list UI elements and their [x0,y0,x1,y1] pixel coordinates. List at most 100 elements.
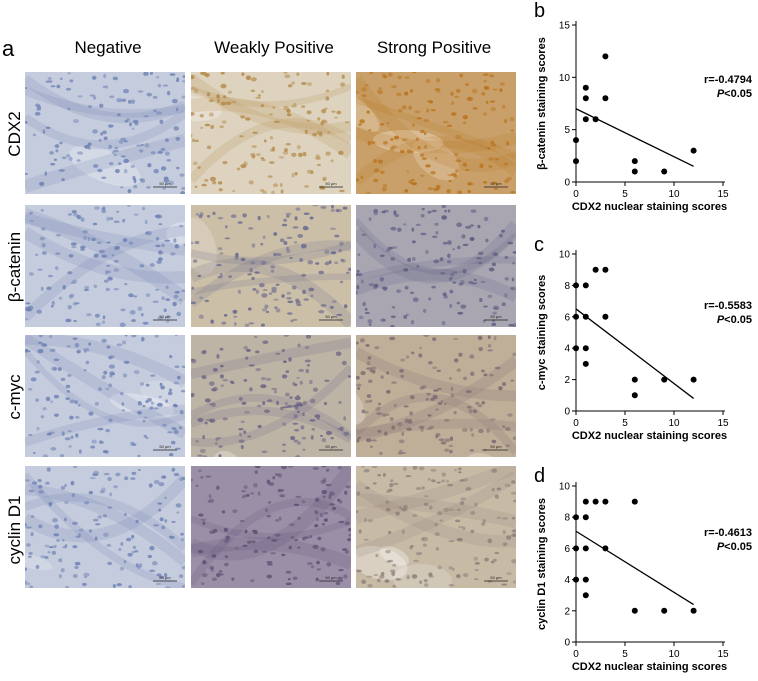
data-point [583,116,589,122]
y-axis-title: β-catenin staining scores [536,37,548,170]
x-tick-label: 5 [622,418,628,429]
scale-bar-label: 50 μm [325,575,337,580]
panel-letter-a: a [2,36,14,62]
data-point [583,282,589,288]
y-tick-label: 6 [564,312,570,323]
micrograph-c-myc-negative: 50 μm [25,335,185,457]
data-point [632,499,638,505]
data-point [583,314,589,320]
data-point [573,545,579,551]
data-point [573,314,579,320]
micrograph-cdx2-strong-positive: 50 μm [356,72,516,194]
data-point [632,377,638,383]
scale-bar-label: 50 μm [490,314,502,319]
axes: 0 2 4 6 8 10 0 5 10 15 [559,250,729,430]
scale-bar-label: 50 μm [325,444,337,449]
scale-bar-label: 50 μm [490,444,502,449]
micrograph-cdx2-negative: 50 μm [25,72,185,194]
correlation-r: r=-0.4794 [704,74,753,86]
scale-bar-label: 50 μm [159,181,171,186]
panel-letter-c: c [534,234,544,256]
data-point [573,345,579,351]
p-value: P<0.05 [717,314,752,326]
data-point [602,545,608,551]
x-tick-label: 0 [573,649,579,660]
x-tick-label: 10 [668,649,680,660]
data-point [632,158,638,164]
y-tick-label: 10 [559,250,571,261]
data-point [583,95,589,101]
data-point [573,282,579,288]
x-tick-label: 5 [622,649,628,660]
x-axis-title: CDX2 nuclear staining scores [572,201,727,213]
micrograph-cyclin-d1-strong-positive: 50 μm [356,466,516,588]
axes: 0 5 10 15 0 5 10 15 [559,21,729,201]
scale-bar-label: 50 μm [490,575,502,580]
data-point [573,158,579,164]
data-point [632,608,638,614]
data-point [583,545,589,551]
x-tick-label: 0 [573,418,579,429]
data-point [583,85,589,91]
micrograph-cdx2-weakly-positive: 50 μm [191,72,351,194]
scale-bar-label: 50 μm [159,444,171,449]
data-point [573,137,579,143]
axes: 0 2 4 6 8 10 0 5 10 15 [559,482,729,661]
data-point [632,169,638,175]
x-tick-label: 15 [717,418,729,429]
micrograph-cyclin-d1-weakly-positive: 50 μm [191,466,351,588]
y-tick-label: 0 [564,638,570,649]
y-tick-label: 8 [564,281,570,292]
row-label-beta-catenin: β-catenin [5,232,24,302]
column-header-weakly-positive: Weakly Positive [189,38,359,58]
x-tick-label: 10 [668,189,680,200]
panel-letter-b: b [534,0,545,22]
data-point [632,392,638,398]
y-tick-label: 15 [559,21,571,32]
data-point [583,499,589,505]
regression-line [576,531,694,604]
data-point [691,377,697,383]
y-tick-label: 5 [564,125,570,136]
data-point [583,592,589,598]
data-point [602,95,608,101]
data-point [602,499,608,505]
data-point [593,267,599,273]
panel-letter-d: d [534,465,545,487]
data-point [583,514,589,520]
micrograph-cyclin-d1-negative: 50 μm [25,466,185,588]
y-tick-label: 10 [559,482,571,493]
data-point [583,577,589,583]
micrograph-beta-catenin-strong-positive: 50 μm [356,205,516,327]
data-point [573,577,579,583]
y-tick-label: 2 [564,606,570,617]
y-tick-label: 2 [564,375,570,386]
data-point [583,361,589,367]
p-value: P<0.05 [717,88,752,100]
scale-bar-label: 50 μm [159,314,171,319]
data-point [583,345,589,351]
x-tick-label: 15 [717,189,729,200]
data-point [593,116,599,122]
x-tick-label: 0 [573,189,579,200]
row-label-cyclin-d1: cyclin D1 [5,496,24,565]
column-header-negative: Negative [23,38,193,58]
scale-bar-label: 50 μm [325,181,337,186]
y-tick-label: 0 [564,178,570,189]
row-label-cdx2: CDX2 [5,111,24,156]
p-value: P<0.05 [717,541,752,553]
scale-bar-label: 50 μm [490,181,502,186]
regression-line [576,309,694,398]
row-label-c-myc: c-myc [5,374,24,419]
x-tick-label: 10 [668,418,680,429]
data-point [661,169,667,175]
data-point [602,314,608,320]
data-point [573,514,579,520]
x-axis-title: CDX2 nuclear staining scores [572,661,727,673]
micrograph-c-myc-weakly-positive: 50 μm [191,335,351,457]
x-tick-label: 15 [717,649,729,660]
micrograph-beta-catenin-negative: 50 μm [25,205,185,327]
y-axis-title: c-myc staining scores [536,275,548,391]
